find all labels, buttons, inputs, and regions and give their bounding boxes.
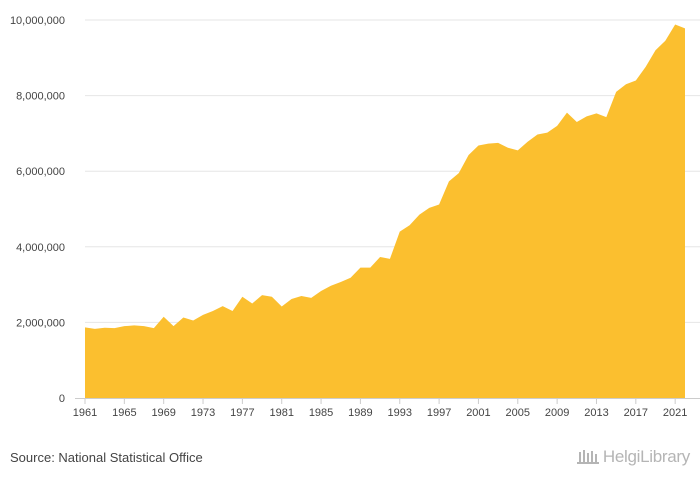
helgilibrary-logo[interactable]: HelgiLibrary: [576, 447, 690, 467]
area-chart: 0 2,000,000 4,000,000 6,000,000 8,000,000 10,…: [10, 15, 700, 419]
x-tick-label: 2001: [466, 407, 490, 419]
x-tick-label: 1981: [269, 407, 293, 419]
y-axis: 0 2,000,000 4,000,000 6,000,000 8,000,000 10,…: [10, 15, 65, 405]
x-tick-label: 1977: [230, 407, 254, 419]
x-tick-label: 1993: [388, 407, 412, 419]
area-series[interactable]: [85, 24, 685, 398]
x-tick-label: 2009: [545, 407, 569, 419]
x-tick-label: 2017: [624, 407, 648, 419]
plot-area: [85, 24, 685, 398]
y-tick-label: 6,000,000: [16, 166, 65, 178]
y-tick-label: 0: [59, 393, 65, 405]
source-note: Source: National Statistical Office: [10, 450, 203, 465]
library-icon: [576, 450, 599, 464]
x-tick-label: 1989: [348, 407, 372, 419]
x-tick-label: 1961: [73, 407, 97, 419]
y-tick-label: 2,000,000: [16, 317, 65, 329]
x-tick-label: 1997: [427, 407, 451, 419]
y-tick-label: 8,000,000: [16, 91, 65, 103]
x-tick-label: 2005: [506, 407, 530, 419]
y-tick-label: 10,000,000: [10, 15, 65, 27]
x-tick-label: 1965: [112, 407, 136, 419]
y-tick-label: 4,000,000: [16, 242, 65, 254]
x-tick-label: 1973: [191, 407, 215, 419]
x-axis: 1961 1965 1969 1973 1977 1981 1985 1989 1993 1997…: [73, 398, 700, 419]
x-tick-label: 2021: [663, 407, 687, 419]
logo-text: HelgiLibrary: [602, 447, 690, 466]
x-tick-label: 1969: [151, 407, 175, 419]
x-tick-label: 2013: [584, 407, 608, 419]
x-tick-label: 1985: [309, 407, 333, 419]
